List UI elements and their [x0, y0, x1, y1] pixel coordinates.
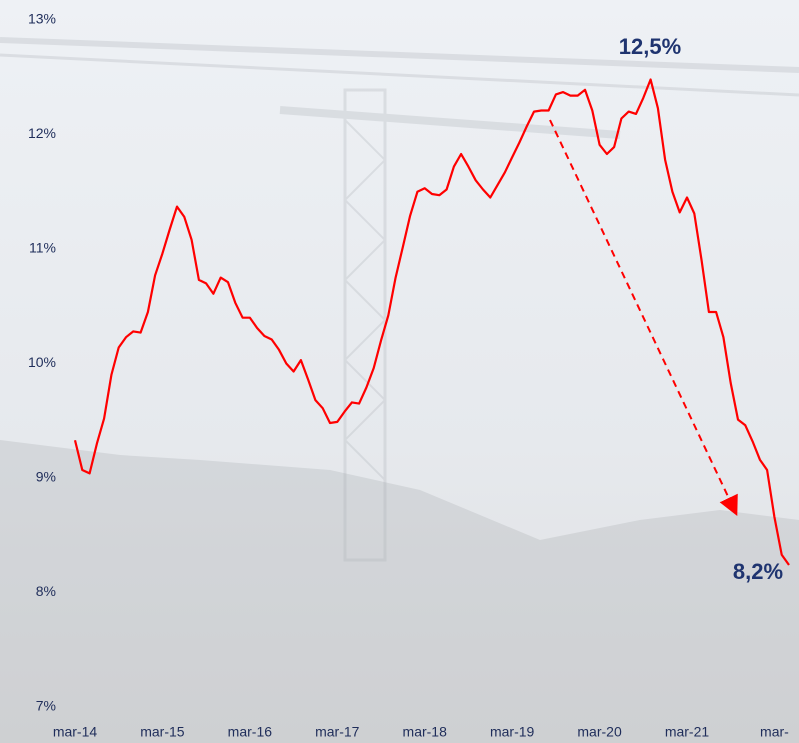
- y-tick-label: 13%: [28, 11, 56, 27]
- x-tick-label: mar-15: [140, 724, 185, 740]
- y-tick-label: 8%: [36, 583, 56, 599]
- x-tick-label: mar-17: [315, 724, 360, 740]
- y-tick-label: 10%: [28, 354, 56, 370]
- x-tick-label: mar-14: [53, 724, 98, 740]
- x-tick-label: mar-16: [228, 724, 273, 740]
- y-tick-label: 9%: [36, 469, 56, 485]
- x-tick-label: mar-21: [665, 724, 710, 740]
- x-tick-label: mar-19: [490, 724, 535, 740]
- x-tick-label: mar-20: [577, 724, 622, 740]
- annotation: 8,2%: [733, 559, 783, 584]
- y-tick-label: 7%: [36, 698, 56, 714]
- annotation: 12,5%: [619, 34, 681, 59]
- line: [73, 78, 790, 566]
- y-tick-label: 12%: [28, 125, 56, 141]
- y-tick-label: 11%: [29, 240, 56, 256]
- x-tick-label: mar-: [760, 724, 789, 740]
- x-tick-label: mar-18: [403, 724, 448, 740]
